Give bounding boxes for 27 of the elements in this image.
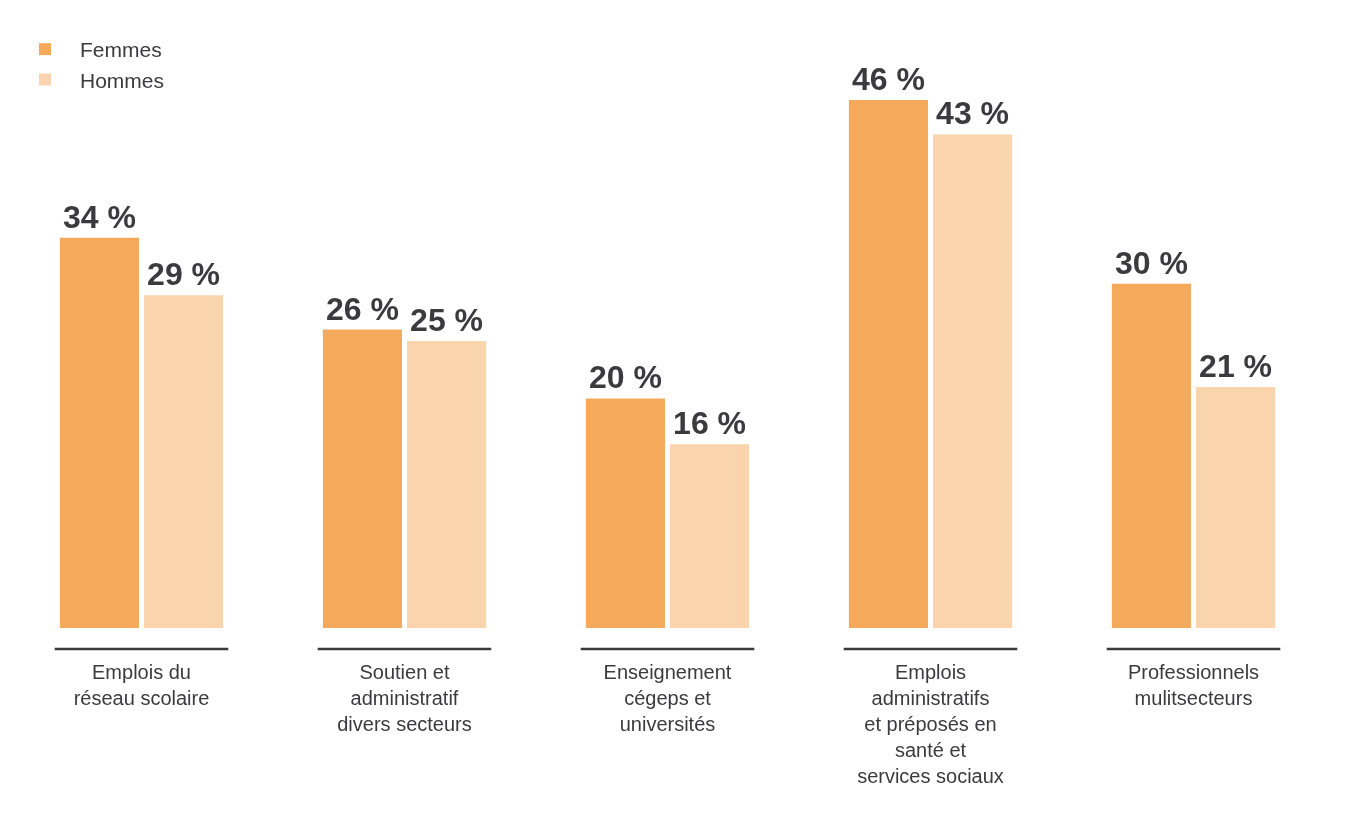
- x-tick-label: Emplois administratifs et préposés en santé et services sociaux: [857, 661, 1004, 787]
- data-label: 26 %: [325, 290, 399, 327]
- bar: [585, 398, 665, 628]
- bar: [1196, 386, 1276, 628]
- data-label: 46 %: [851, 61, 925, 97]
- bar: [407, 341, 487, 628]
- bar: [322, 329, 402, 628]
- data-label: 43 %: [936, 95, 1010, 132]
- data-label: 30 %: [1114, 244, 1188, 281]
- data-label: 25 %: [410, 302, 484, 339]
- bar: [933, 134, 1013, 628]
- bar: [144, 295, 224, 628]
- x-tick-label: Enseignement cégeps et universités: [603, 661, 732, 735]
- data-label: 20 %: [588, 359, 662, 396]
- data-label: 34 %: [62, 198, 136, 235]
- x-tick-label: Professionnels mulitsecteurs: [1127, 661, 1260, 709]
- data-label: 29 %: [147, 256, 221, 293]
- x-tick-label: Soutien et administratif divers secteurs: [337, 661, 472, 735]
- legend-label: Femmes: [80, 38, 162, 62]
- bar: [670, 444, 750, 628]
- bar: [59, 237, 139, 628]
- data-label: 16 %: [673, 405, 747, 442]
- bar: [848, 100, 928, 628]
- legend-label: Hommes: [80, 68, 165, 92]
- bar: [1111, 283, 1191, 628]
- x-tick-label: Emplois du réseau scolaire: [73, 661, 210, 709]
- data-label: 21 %: [1199, 347, 1273, 384]
